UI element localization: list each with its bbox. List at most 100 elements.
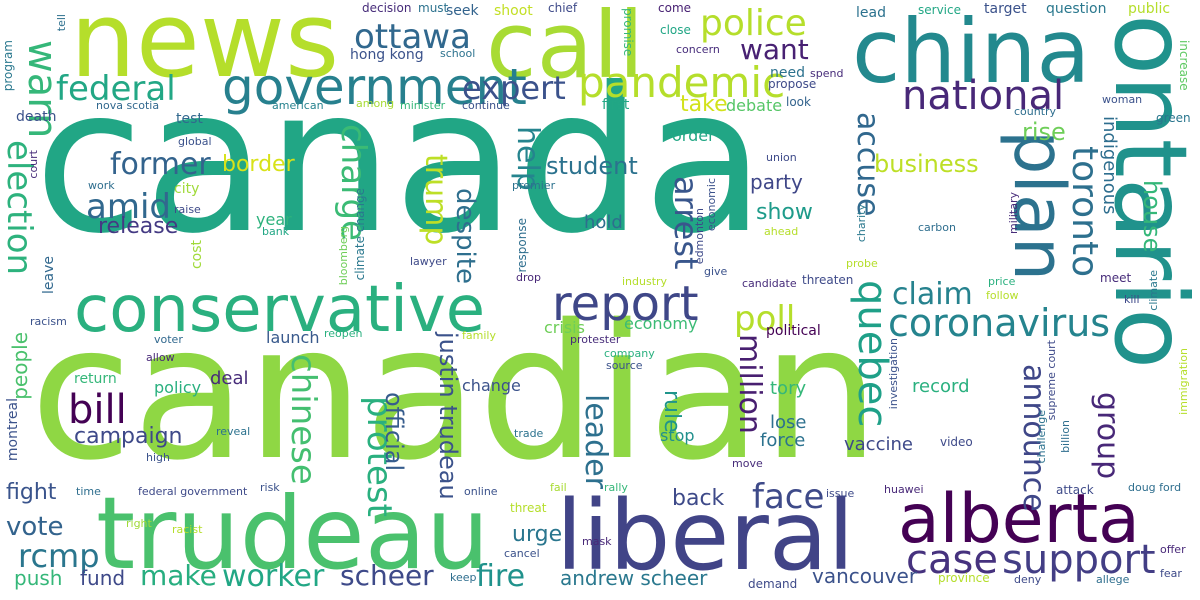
- word-decision: decision: [362, 1, 412, 15]
- word-launch: launch: [266, 328, 320, 347]
- word-policy: policy: [154, 378, 202, 397]
- word-alberta: alberta: [898, 480, 1140, 559]
- word-reopen: reopen: [324, 327, 363, 340]
- word-continue: continue: [462, 99, 510, 112]
- word-service: service: [918, 3, 961, 17]
- word-first: first: [602, 97, 630, 113]
- word-business: business: [874, 150, 979, 178]
- word-canadian: canadian: [30, 284, 880, 501]
- word-investigation: investigation: [887, 338, 900, 410]
- word-push: push: [14, 566, 63, 590]
- word-leader: leader: [578, 394, 613, 490]
- word-climate-change: climate change: [353, 188, 367, 281]
- word-threat: threat: [510, 501, 547, 515]
- word-among: among: [356, 97, 395, 110]
- word-cancel: cancel: [504, 547, 540, 560]
- word-warn: warn: [19, 40, 65, 139]
- word-move: move: [732, 457, 763, 470]
- word-chief: chief: [548, 1, 578, 15]
- word-global: global: [178, 135, 212, 148]
- word-ottawa: ottawa: [354, 17, 471, 57]
- word-tory: tory: [770, 378, 807, 399]
- word-election: election: [0, 140, 39, 276]
- word-demand: demand: [748, 577, 798, 591]
- word-rule: rule: [659, 390, 684, 433]
- word-lose: lose: [770, 412, 807, 433]
- word-party: party: [750, 170, 803, 194]
- word-trade: trade: [514, 427, 544, 440]
- word-announce: announce: [1016, 364, 1051, 512]
- word-probe: probe: [846, 257, 878, 270]
- word-stop: stop: [660, 426, 695, 445]
- word-fail: fail: [550, 481, 567, 494]
- word-propose: propose: [768, 77, 817, 91]
- word-meet: meet: [1100, 271, 1132, 285]
- word-threaten: threaten: [802, 273, 854, 287]
- word-nova-scotia: nova scotia: [96, 99, 160, 112]
- word-school: school: [440, 47, 476, 60]
- word-american: american: [272, 99, 324, 112]
- word-price: price: [988, 275, 1016, 288]
- word-toronto: toronto: [1064, 146, 1105, 278]
- word-court: court: [27, 150, 40, 179]
- word-concern: concern: [676, 43, 720, 56]
- word-support: support: [1002, 537, 1156, 583]
- word-keep: keep: [450, 571, 477, 584]
- word-help: help: [510, 126, 545, 191]
- word-vancouver: vancouver: [812, 564, 918, 588]
- word-liberal: liberal: [556, 480, 855, 592]
- word-military: military: [1007, 192, 1020, 234]
- word-must: must: [418, 1, 449, 15]
- word-despite: despite: [450, 188, 480, 284]
- word-program: program: [1, 40, 15, 92]
- word-year: year: [256, 210, 292, 229]
- word-face: face: [752, 477, 825, 517]
- word-amid: amid: [86, 187, 171, 227]
- word-change: change: [462, 376, 521, 395]
- word-record: record: [912, 376, 970, 397]
- word-pandemic: pandemic: [578, 58, 786, 107]
- word-voter: voter: [154, 333, 183, 346]
- word-group: group: [1090, 392, 1125, 480]
- word-public: public: [1128, 1, 1171, 17]
- word-china: china: [852, 0, 1091, 103]
- word-right: right: [126, 517, 152, 530]
- word-make: make: [140, 559, 217, 592]
- word-work: work: [88, 179, 115, 192]
- word-huawei: huawei: [884, 483, 924, 496]
- word-time: time: [76, 485, 101, 498]
- word-federal-government: federal government: [138, 485, 248, 498]
- word-protest: protest: [359, 396, 399, 517]
- word-look: look: [786, 95, 811, 109]
- word-trump: trump: [418, 154, 453, 246]
- word-response: response: [515, 218, 529, 273]
- word-call: call: [486, 0, 645, 99]
- word-online: online: [464, 485, 498, 498]
- word-city: city: [174, 181, 200, 197]
- word-bill: bill: [68, 387, 127, 433]
- word-expert: expert: [462, 69, 566, 107]
- word-campaign: campaign: [74, 424, 183, 449]
- word-canada: canada: [34, 45, 766, 278]
- word-industry: industry: [622, 275, 668, 288]
- word-supreme-court: supreme court: [1045, 340, 1058, 421]
- word-accuse: accuse: [850, 112, 885, 217]
- word-debate: debate: [726, 96, 783, 115]
- word-high: high: [146, 451, 170, 464]
- word-rcmp: rcmp: [18, 537, 100, 575]
- word-woman: woman: [1102, 93, 1143, 106]
- word-candidate: candidate: [742, 277, 797, 290]
- word-doug-ford: doug ford: [1128, 481, 1182, 494]
- word-billion: billion: [1059, 420, 1072, 453]
- word-vaccine: vaccine: [844, 434, 913, 455]
- word-kill: kill: [1124, 293, 1140, 306]
- word-scheer: scheer: [340, 559, 434, 592]
- word-news: news: [70, 0, 340, 101]
- word-promise: promise: [621, 8, 635, 57]
- word-lawyer: lawyer: [410, 255, 447, 268]
- word-andrew-scheer: andrew scheer: [560, 566, 708, 590]
- word-follow: follow: [986, 289, 1019, 302]
- word-indigenous: indigenous: [1099, 116, 1120, 215]
- word-racism: racism: [30, 315, 67, 328]
- word-force: force: [760, 430, 806, 451]
